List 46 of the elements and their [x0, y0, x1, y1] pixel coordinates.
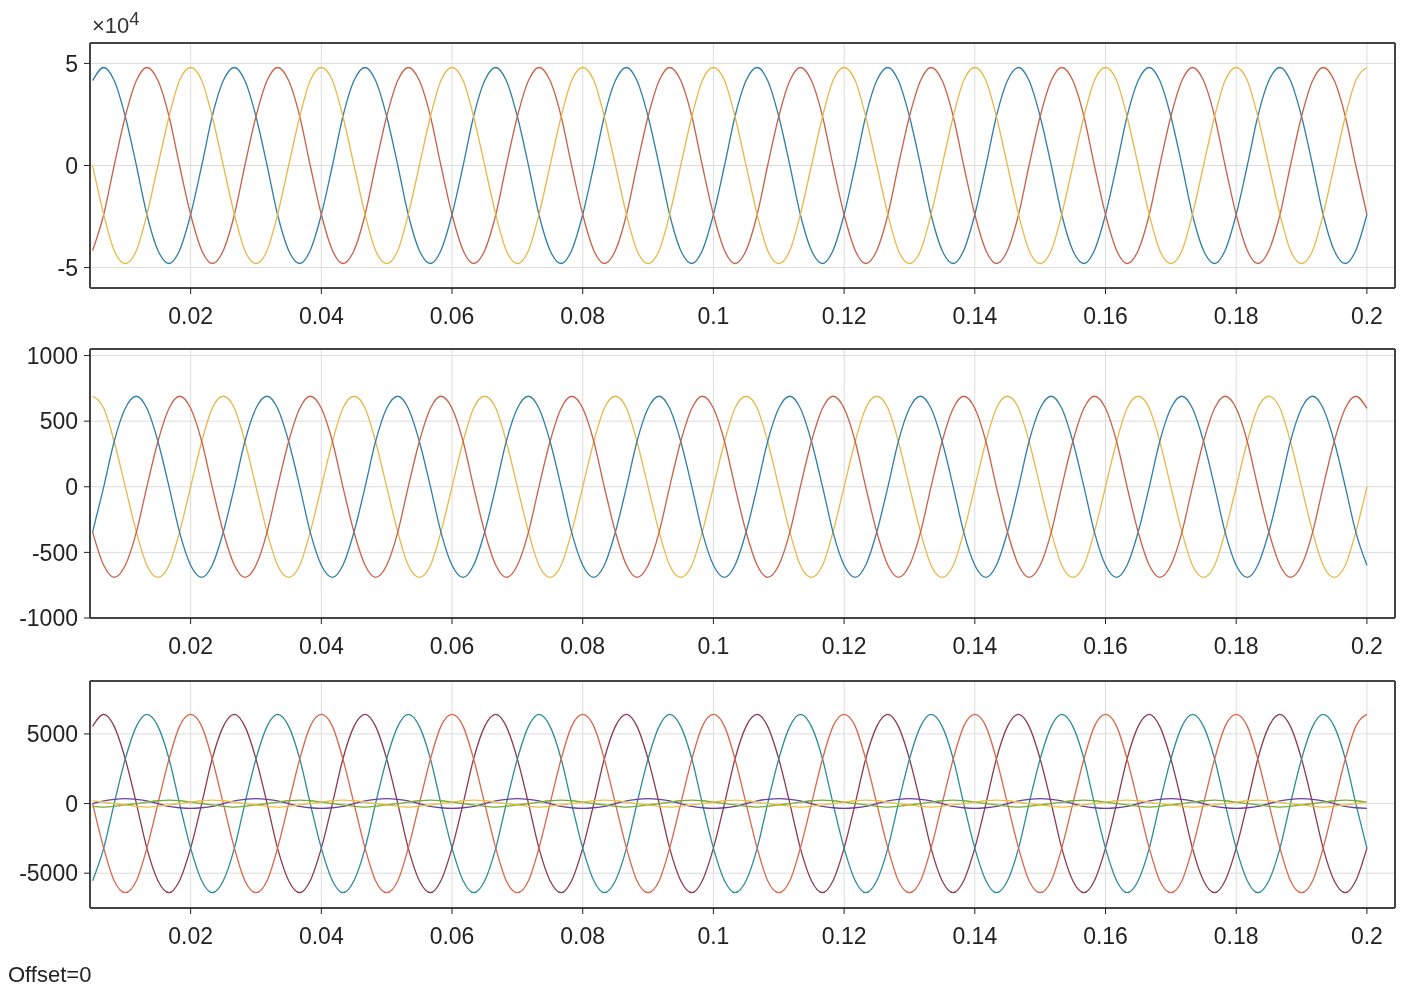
line-series [91, 713, 1368, 894]
x-tick-label: 0.18 [1213, 303, 1259, 330]
y-tick-label: 500 [39, 408, 78, 435]
x-tick-label: 0.06 [429, 923, 475, 950]
y-axis-title: ×10$^{4}$ [92, 8, 140, 40]
x-tick-label: 0.06 [429, 303, 475, 330]
x-tick-label: 0.04 [298, 303, 344, 330]
x-tick-label: 0.14 [952, 303, 998, 330]
x-tick-label: 0.02 [168, 633, 214, 660]
y-tick-label: 1000 [26, 342, 78, 369]
y-tick-label: -500 [31, 539, 78, 566]
x-tick-label: 0.04 [298, 633, 344, 660]
x-tick-label: 0.1 [697, 633, 730, 660]
x-tick-label: 0.2 [1350, 303, 1383, 330]
x-tick-label: 0.16 [1083, 923, 1128, 950]
x-tick-label: 0.06 [429, 633, 475, 660]
x-tick-label: 0.02 [168, 923, 214, 950]
x-tick-label: 0.2 [1350, 633, 1383, 660]
y-tick-label: -5000 [19, 860, 78, 887]
x-tick-label: 0.18 [1213, 633, 1259, 660]
line-series [91, 66, 1368, 265]
y-tick-label: 0 [65, 152, 78, 179]
x-tick-label: 0.04 [298, 923, 344, 950]
x-tick-label: 0.14 [952, 633, 998, 660]
y-tick-label: 5000 [26, 721, 78, 748]
x-tick-label: 0.02 [168, 303, 214, 330]
y-tick-label: 0 [65, 790, 78, 817]
x-tick-label: 0.12 [821, 303, 867, 330]
line-series [91, 395, 1368, 578]
x-tick-label: 0.14 [952, 923, 998, 950]
x-tick-label: 0.16 [1083, 303, 1128, 330]
y-tick-label: -5 [57, 254, 78, 281]
x-tick-label: 0.2 [1350, 923, 1383, 950]
x-tick-label: 0.18 [1213, 923, 1259, 950]
y-tick-label: -1000 [19, 605, 78, 632]
x-tick-label: 0.1 [697, 303, 730, 330]
x-tick-label: 0.08 [560, 923, 606, 950]
x-tick-label: 0.1 [697, 923, 730, 950]
x-tick-label: 0.16 [1083, 633, 1128, 660]
y-tick-label: 5 [65, 50, 78, 77]
x-tick-label: 0.08 [560, 633, 606, 660]
text: Offset=0 [8, 962, 93, 988]
x-tick-label: 0.12 [821, 923, 867, 950]
x-tick-label: 0.08 [560, 303, 606, 330]
y-tick-label: 0 [65, 473, 78, 500]
x-tick-label: 0.12 [821, 633, 867, 660]
